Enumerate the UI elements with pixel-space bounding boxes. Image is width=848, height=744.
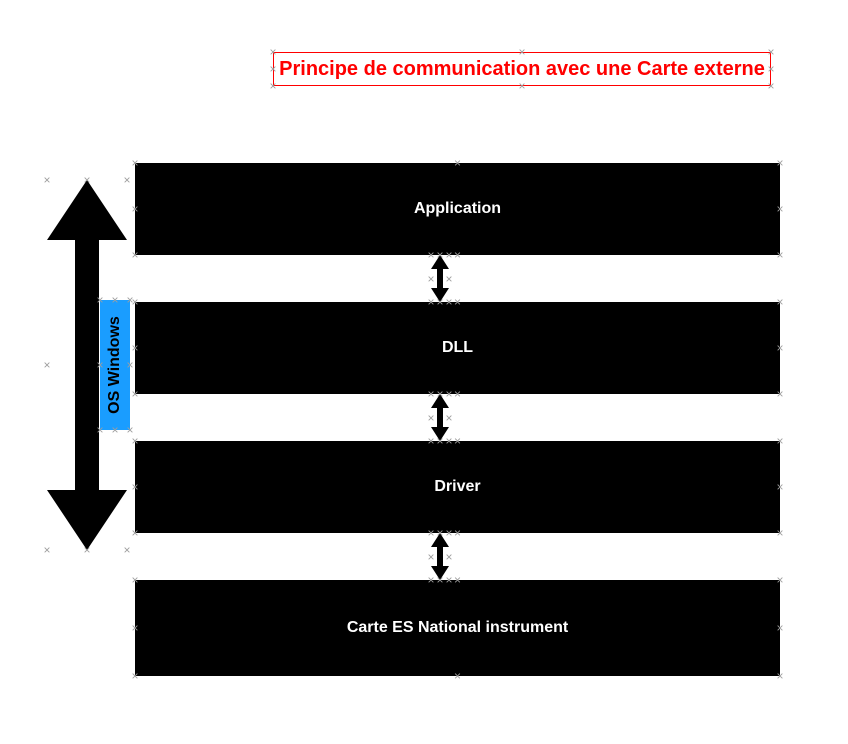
selection-handle[interactable]: × — [268, 47, 278, 57]
selection-handle[interactable]: × — [775, 575, 785, 585]
selection-handle[interactable]: × — [130, 158, 140, 168]
selection-handle[interactable]: × — [125, 360, 135, 370]
selection-handle[interactable]: × — [453, 389, 463, 399]
selection-handle[interactable]: × — [122, 545, 132, 555]
selection-handle[interactable]: × — [82, 545, 92, 555]
selection-handle[interactable]: × — [125, 425, 135, 435]
selection-handle[interactable]: × — [775, 528, 785, 538]
selection-handle[interactable]: × — [268, 64, 278, 74]
selection-handle[interactable]: × — [775, 482, 785, 492]
selection-handle[interactable]: × — [444, 413, 454, 423]
layer-dll: DLL — [135, 302, 780, 394]
selection-handle[interactable]: × — [766, 64, 776, 74]
selection-handle[interactable]: × — [42, 360, 52, 370]
selection-handle[interactable]: × — [130, 250, 140, 260]
selection-handle[interactable]: × — [775, 436, 785, 446]
selection-handle[interactable]: × — [130, 575, 140, 585]
selection-handle[interactable]: × — [444, 552, 454, 562]
selection-handle[interactable]: × — [444, 575, 454, 585]
selection-handle[interactable]: × — [766, 81, 776, 91]
selection-handle[interactable]: × — [517, 81, 527, 91]
selection-handle[interactable]: × — [766, 47, 776, 57]
selection-handle[interactable]: × — [444, 436, 454, 446]
selection-handle[interactable]: × — [110, 295, 120, 305]
selection-handle[interactable]: × — [426, 413, 436, 423]
selection-handle[interactable]: × — [130, 204, 140, 214]
selection-handle[interactable]: × — [95, 425, 105, 435]
selection-handle[interactable]: × — [453, 528, 463, 538]
selection-handle[interactable]: × — [95, 295, 105, 305]
layer-card: Carte ES National instrument — [135, 580, 780, 676]
selection-handle[interactable]: × — [775, 389, 785, 399]
selection-handle[interactable]: × — [42, 545, 52, 555]
selection-handle[interactable]: × — [444, 274, 454, 284]
selection-handle[interactable]: × — [453, 158, 463, 168]
selection-handle[interactable]: × — [42, 175, 52, 185]
selection-handle[interactable]: × — [775, 343, 785, 353]
selection-handle[interactable]: × — [775, 297, 785, 307]
selection-handle[interactable]: × — [110, 425, 120, 435]
selection-handle[interactable]: × — [130, 671, 140, 681]
selection-handle[interactable]: × — [775, 623, 785, 633]
layer-driver: Driver — [135, 441, 780, 533]
selection-handle[interactable]: × — [125, 295, 135, 305]
selection-handle[interactable]: × — [775, 250, 785, 260]
selection-handle[interactable]: × — [453, 671, 463, 681]
selection-handle[interactable]: × — [453, 250, 463, 260]
selection-handle[interactable]: × — [775, 158, 785, 168]
selection-handle[interactable]: × — [130, 623, 140, 633]
selection-handle[interactable]: × — [95, 360, 105, 370]
selection-handle[interactable]: × — [444, 389, 454, 399]
selection-handle[interactable]: × — [82, 175, 92, 185]
selection-handle[interactable]: × — [426, 552, 436, 562]
selection-handle[interactable]: × — [130, 528, 140, 538]
selection-handle[interactable]: × — [268, 81, 278, 91]
layer-application: Application — [135, 163, 780, 255]
diagram-canvas: Principe de communication avec une Carte… — [0, 0, 848, 744]
selection-handle[interactable]: × — [122, 175, 132, 185]
selection-handle[interactable]: × — [453, 297, 463, 307]
selection-handle[interactable]: × — [517, 47, 527, 57]
selection-handle[interactable]: × — [426, 274, 436, 284]
selection-handle[interactable]: × — [130, 389, 140, 399]
selection-handle[interactable]: × — [775, 204, 785, 214]
selection-handle[interactable]: × — [444, 250, 454, 260]
selection-handle[interactable]: × — [444, 528, 454, 538]
selection-handle[interactable]: × — [130, 343, 140, 353]
selection-handle[interactable]: × — [444, 297, 454, 307]
selection-handle[interactable]: × — [130, 482, 140, 492]
selection-handle[interactable]: × — [130, 436, 140, 446]
selection-handle[interactable]: × — [453, 575, 463, 585]
selection-handle[interactable]: × — [775, 671, 785, 681]
selection-handle[interactable]: × — [453, 436, 463, 446]
